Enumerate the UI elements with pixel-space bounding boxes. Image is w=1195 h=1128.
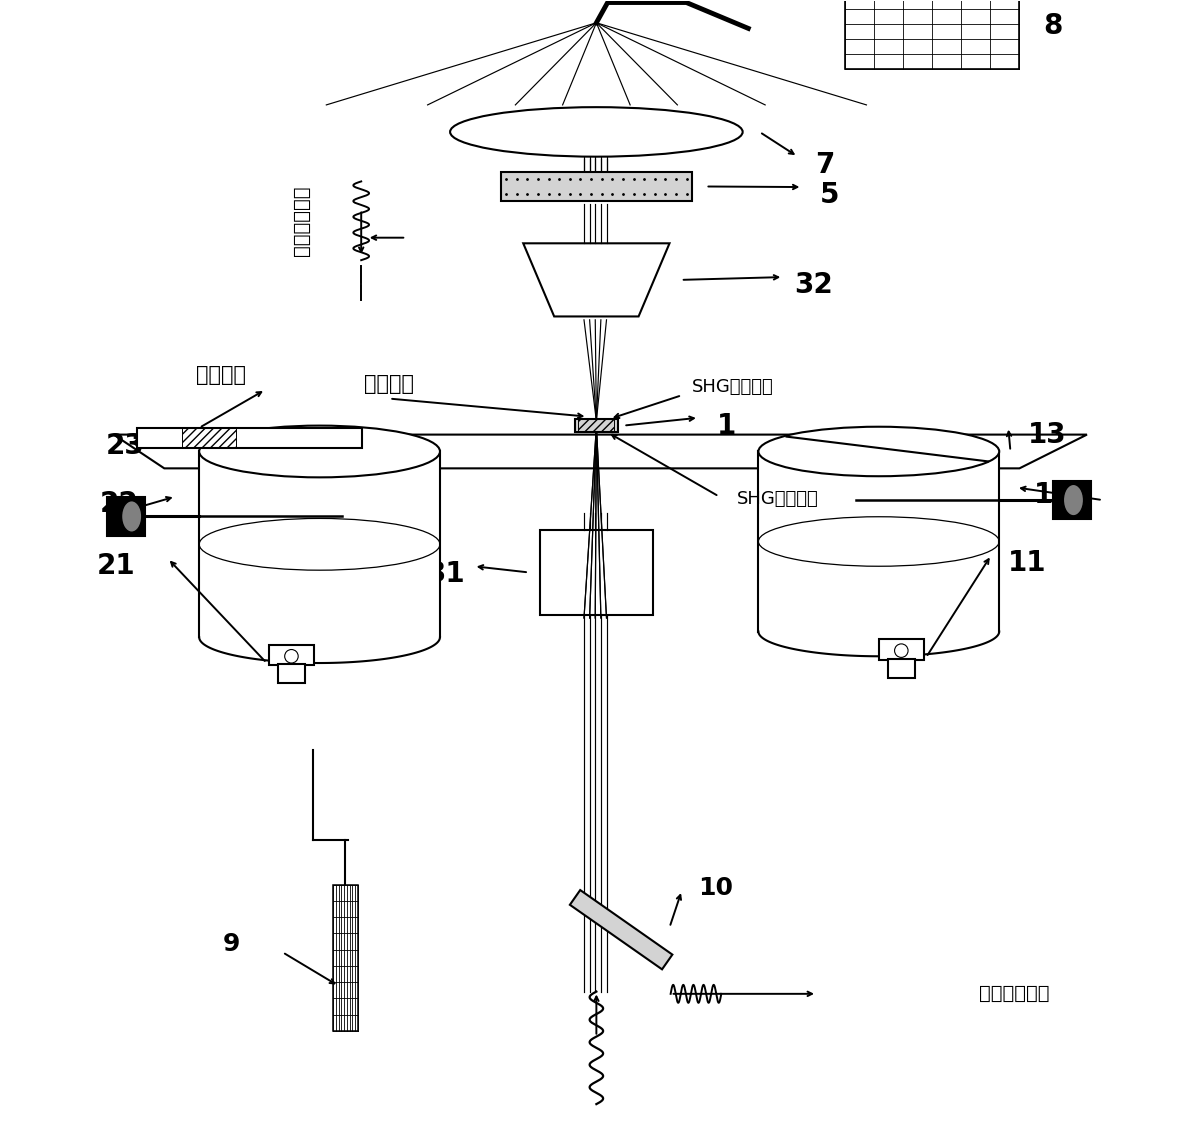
Text: 21: 21 xyxy=(97,553,135,580)
Bar xyxy=(759,451,999,632)
Text: 8: 8 xyxy=(1043,12,1062,41)
Text: 5: 5 xyxy=(820,180,839,209)
Text: SHG激发信号: SHG激发信号 xyxy=(736,490,819,508)
Ellipse shape xyxy=(895,644,908,658)
Ellipse shape xyxy=(451,107,742,157)
Text: 转移样品: 转移样品 xyxy=(196,365,245,385)
Bar xyxy=(540,530,652,615)
Polygon shape xyxy=(570,890,673,969)
Bar xyxy=(278,664,305,684)
Bar xyxy=(501,173,692,201)
Bar xyxy=(183,428,237,448)
Text: 9: 9 xyxy=(223,933,240,957)
Text: 32: 32 xyxy=(795,271,833,299)
Bar xyxy=(137,428,362,448)
Text: 1: 1 xyxy=(717,412,736,440)
Text: 23: 23 xyxy=(105,432,145,460)
Text: 目标样品: 目标样品 xyxy=(364,374,415,394)
Text: 10: 10 xyxy=(698,876,734,900)
Bar xyxy=(575,418,618,432)
Ellipse shape xyxy=(759,426,999,476)
Bar xyxy=(888,659,915,678)
Ellipse shape xyxy=(1064,484,1084,515)
Bar xyxy=(333,884,357,1031)
Ellipse shape xyxy=(284,650,299,663)
Text: 31: 31 xyxy=(427,561,465,588)
Text: 13: 13 xyxy=(1028,421,1067,449)
Bar xyxy=(578,418,614,432)
Bar xyxy=(269,645,314,666)
Text: 7: 7 xyxy=(815,150,834,178)
Polygon shape xyxy=(523,244,669,317)
Bar xyxy=(878,640,924,660)
Ellipse shape xyxy=(122,501,142,532)
Bar xyxy=(106,497,145,536)
Ellipse shape xyxy=(200,425,440,477)
Bar xyxy=(1053,481,1091,519)
Text: 二次谐波信号: 二次谐波信号 xyxy=(292,186,311,256)
Text: SHG收集信号: SHG收集信号 xyxy=(692,378,773,396)
Bar xyxy=(845,0,1019,69)
Text: 11: 11 xyxy=(1009,549,1047,576)
Text: 12: 12 xyxy=(1034,482,1073,510)
Text: 入射激光信号: 入射激光信号 xyxy=(979,985,1049,1003)
Polygon shape xyxy=(114,434,1087,468)
Bar xyxy=(200,451,440,637)
Text: 22: 22 xyxy=(100,491,139,519)
